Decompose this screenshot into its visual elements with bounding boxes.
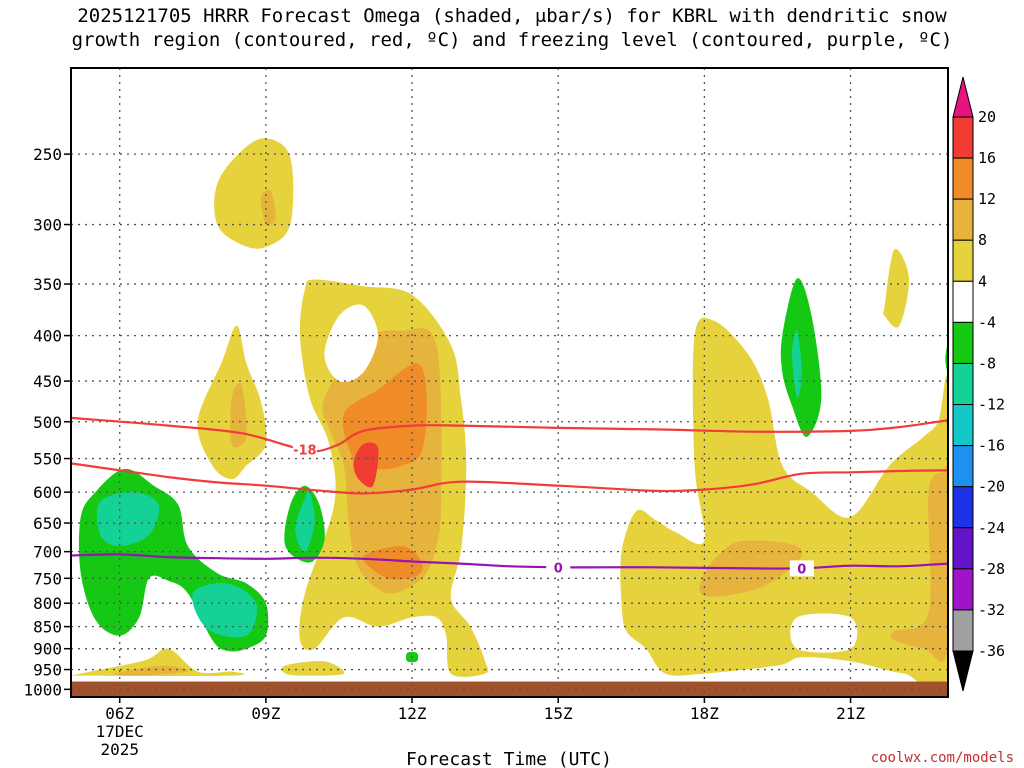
contour-label--18-0: -18 xyxy=(293,443,317,458)
colorbar-label--24: -24 xyxy=(978,519,1005,537)
chart-title: 2025121705 HRRR Forecast Omega (shaded, … xyxy=(0,4,1024,52)
credit-text: coolwx.com/models xyxy=(871,750,1014,766)
colorbar-band--8--4 xyxy=(952,321,974,364)
omega-neutral-region-0 xyxy=(324,304,378,383)
x-tick-date-06Z: 17DEC xyxy=(96,722,144,741)
x-tick-label-12Z: 12Z xyxy=(398,704,427,723)
contour-label-bg-0-1 xyxy=(789,560,814,577)
omega-rising-region-0 xyxy=(780,278,822,437)
x-tick-label-09Z: 09Z xyxy=(251,704,280,723)
omega-region-7 xyxy=(114,665,189,676)
y-tick-label-300: 300 xyxy=(33,216,62,235)
colorbar-label--4: -4 xyxy=(978,313,996,331)
colorbar-label-12: 12 xyxy=(978,190,996,208)
colorbar-label--32: -32 xyxy=(978,601,1005,619)
omega-region-10 xyxy=(363,546,423,580)
colorbar-label--28: -28 xyxy=(978,560,1005,578)
contour-lines: -18 0 0 xyxy=(71,416,948,577)
plot-area xyxy=(71,138,948,696)
y-tick-label-350: 350 xyxy=(33,275,62,294)
y-tick-label-500: 500 xyxy=(33,413,62,432)
colorbar-label--8: -8 xyxy=(978,354,996,372)
y-tick-label-800: 800 xyxy=(33,594,62,613)
colorbar-label-16: 16 xyxy=(978,149,996,167)
y-tick-label-400: 400 xyxy=(33,327,62,346)
omega-region-21 xyxy=(890,463,948,662)
colorbar-label-4: 4 xyxy=(978,272,987,290)
colorbar-band--12--8 xyxy=(952,362,974,406)
colorbar-under-arrow xyxy=(952,650,974,692)
y-tick-label-750: 750 xyxy=(33,569,62,588)
omega-region-5 xyxy=(281,661,345,676)
contour-label-bg-0-0 xyxy=(546,559,571,576)
omega-region-11 xyxy=(353,442,379,488)
colorbar-over-arrow xyxy=(952,76,974,118)
colorbar-band--20--16 xyxy=(952,445,974,488)
omega-region-1 xyxy=(260,189,276,226)
x-tick-year-06Z: 2025 xyxy=(100,740,139,759)
omega-region-9 xyxy=(342,363,427,470)
omega-region-18 xyxy=(620,317,948,696)
omega-region-13 xyxy=(96,492,160,547)
colorbar-label--20: -20 xyxy=(978,478,1005,496)
plot-frame xyxy=(70,67,949,698)
x-tick-label-18Z: 18Z xyxy=(690,704,719,723)
y-axis-labels: 250 300 350 400 450 500 550 600 650 700 750 800 850 9… xyxy=(23,145,71,699)
y-tick-label-1000: 1000 xyxy=(23,680,62,699)
contour-label-0-1: 0 xyxy=(797,562,806,577)
x-tick-label-21Z: 21Z xyxy=(836,704,865,723)
omega-region-16 xyxy=(295,490,315,552)
colorbar-band--16--12 xyxy=(952,404,974,447)
y-tick-label-850: 850 xyxy=(33,618,62,637)
x-tick-label-06Z: 06Z xyxy=(105,704,134,723)
colorbar-label--16: -16 xyxy=(978,437,1005,455)
contour-label-0-0: 0 xyxy=(554,561,563,576)
colorbar-band--4-4 xyxy=(952,280,974,323)
x-axis-title: Forecast Time (UTC) xyxy=(406,749,612,768)
contour-line--18 xyxy=(71,416,948,453)
colorbar-band--24--20 xyxy=(952,486,974,529)
y-tick-label-950: 950 xyxy=(33,661,62,680)
ground-layer xyxy=(71,681,948,697)
chart-title-line2: growth region (contoured, red, ºC) and f… xyxy=(71,29,953,51)
omega-region-0 xyxy=(214,138,294,249)
x-tick-label-15Z: 15Z xyxy=(544,704,573,723)
y-tick-label-600: 600 xyxy=(33,483,62,502)
omega-region-19 xyxy=(883,248,910,328)
y-tick-label-450: 450 xyxy=(33,372,62,391)
colorbar-label--12: -12 xyxy=(978,396,1005,414)
colorbar-band-12-16 xyxy=(952,157,974,200)
chart-title-line1: 2025121705 HRRR Forecast Omega (shaded, … xyxy=(77,5,947,27)
y-tick-label-650: 650 xyxy=(33,514,62,533)
colorbar-band-16-20 xyxy=(952,116,974,159)
colorbar-band-8-12 xyxy=(952,198,974,241)
colorbar-label--36: -36 xyxy=(978,642,1005,660)
omega-region-14 xyxy=(192,583,258,638)
colorbar-label-8: 8 xyxy=(978,231,987,249)
y-tick-label-900: 900 xyxy=(33,640,62,659)
y-tick-label-550: 550 xyxy=(33,450,62,469)
colorbar-band--36--32 xyxy=(952,609,974,652)
omega-neutral-region-1 xyxy=(790,613,858,653)
colorbar-band--28--24 xyxy=(952,527,974,570)
contour-label-bg--18-0 xyxy=(292,441,317,458)
colorbar-band-4-8 xyxy=(952,239,974,282)
ground-surface xyxy=(71,681,948,697)
y-tick-label-250: 250 xyxy=(33,145,62,164)
colorbar-label-20: 20 xyxy=(978,108,996,126)
colorbar-band--32--28 xyxy=(952,568,974,611)
colorbar: 20 16 12 8 4 -4 -8 -12 -16 -20 -24 -28 -32 -36 xyxy=(952,76,1005,692)
contour-line--12 xyxy=(71,462,948,495)
y-tick-label-700: 700 xyxy=(33,543,62,562)
